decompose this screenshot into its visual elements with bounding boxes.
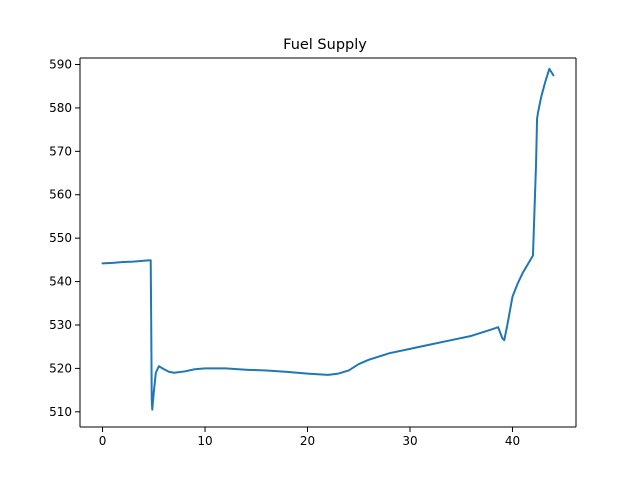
y-tick-label: 580 xyxy=(49,101,72,115)
y-tick-label: 590 xyxy=(49,58,72,72)
y-tick-label: 520 xyxy=(49,361,72,375)
x-tick-label: 20 xyxy=(300,434,315,448)
chart-title: Fuel Supply xyxy=(283,37,367,53)
x-tick-label: 10 xyxy=(197,434,212,448)
y-tick-label: 570 xyxy=(49,144,72,158)
series-layer xyxy=(101,67,555,411)
axes-frame xyxy=(79,57,577,428)
plot-background xyxy=(80,58,576,427)
x-axis: 0 10 20 30 40 xyxy=(99,427,520,448)
y-axis: 510 520 530 540 550 560 570 580 590 xyxy=(49,58,80,419)
y-tick-label: 550 xyxy=(49,231,72,245)
plot-area xyxy=(80,58,576,427)
y-tick-label: 540 xyxy=(49,275,72,289)
x-tick-label: 0 xyxy=(99,434,107,448)
x-tick-label: 30 xyxy=(402,434,417,448)
x-tick-label: 40 xyxy=(505,434,520,448)
series-line xyxy=(101,67,555,411)
y-tick-label: 560 xyxy=(49,188,72,202)
y-tick-label: 530 xyxy=(49,318,72,332)
y-tick-label: 510 xyxy=(49,405,72,419)
